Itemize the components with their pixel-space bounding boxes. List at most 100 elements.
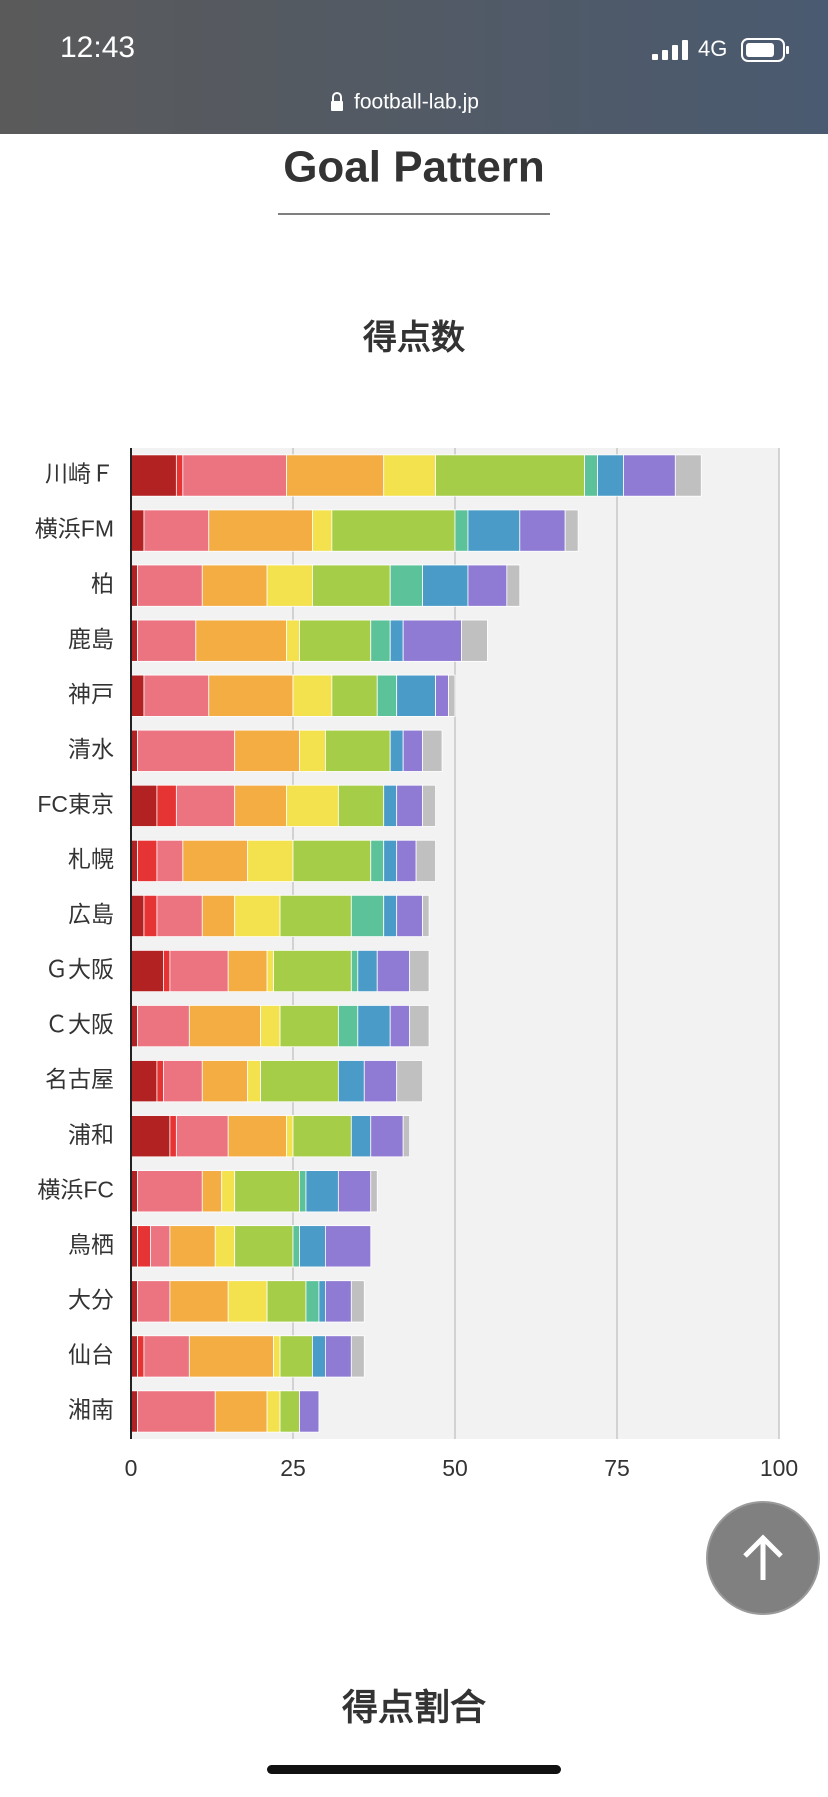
y-tick-label: 大分 [68, 1286, 114, 1312]
bar-segment [266, 564, 313, 607]
page-title: Goal Pattern [283, 143, 545, 192]
bar-segment [247, 1060, 261, 1103]
bar-segment [370, 1115, 404, 1158]
y-tick-label: 川崎Ｆ [45, 461, 114, 487]
bar-segment [383, 784, 398, 827]
y-tick-label: 鳥栖 [68, 1231, 114, 1257]
bar-segment [169, 1225, 216, 1268]
x-tick-label: 0 [125, 1455, 138, 1481]
y-tick-label: 湘南 [68, 1397, 114, 1423]
bar-segment [286, 619, 300, 662]
bar-segment [674, 454, 702, 497]
bar-segment [175, 454, 184, 497]
bar-segment [234, 894, 281, 938]
bar-segment [422, 729, 443, 772]
bar-segment [584, 454, 598, 497]
bar-segment [169, 1280, 229, 1323]
x-tick-label: 75 [604, 1455, 630, 1481]
bar-segment [292, 839, 372, 882]
bar-segment [506, 564, 521, 607]
bar-segment [318, 1280, 326, 1323]
y-tick-label: 横浜FC [37, 1176, 114, 1202]
bar-segment [175, 1115, 229, 1158]
bar-segment [286, 784, 339, 827]
bar-segment [461, 619, 488, 662]
url: football-lab.jp [354, 91, 479, 114]
y-tick-label: Ｃ大阪 [45, 1011, 114, 1037]
bar-segment [137, 1335, 145, 1378]
bar-segment [130, 949, 164, 993]
bar-segment [324, 1335, 352, 1378]
bar-segment [299, 1170, 307, 1213]
bar-segment [266, 1280, 307, 1323]
bar-segment [299, 729, 326, 772]
bar-segment [305, 1170, 339, 1213]
bar-segment [409, 949, 430, 993]
bar-segment [299, 619, 372, 662]
bar-segment [324, 1280, 352, 1323]
bar-segment [350, 949, 359, 993]
bar-segment [422, 894, 430, 938]
bar-segment [201, 564, 268, 607]
bar-segment [137, 564, 203, 607]
bar-segment [156, 894, 203, 938]
bar-segment [337, 1060, 365, 1103]
bar-segment [279, 1005, 339, 1048]
bar-segment [208, 509, 313, 552]
bar-segment [383, 894, 398, 938]
y-tick-label: 仙台 [68, 1341, 114, 1367]
bar-segment [383, 839, 398, 882]
chart-title: 得点数 [362, 319, 465, 357]
bar-segment [137, 1390, 216, 1433]
scroll-top-button[interactable] [706, 1501, 820, 1615]
bar-segment [188, 1005, 262, 1048]
bar-segment [143, 894, 158, 938]
network: 4G [698, 36, 727, 61]
bar-segment [130, 784, 158, 827]
bar-segment [208, 674, 294, 717]
bar-segment [292, 1115, 352, 1158]
bar-segment [324, 1225, 372, 1268]
bar-segment [227, 949, 268, 993]
bar-segment [201, 1060, 249, 1103]
bar-segment [214, 1390, 268, 1433]
bar-segment [324, 729, 391, 772]
bar-segment [169, 1115, 177, 1158]
bar-segment [266, 1390, 281, 1433]
bar-segment [448, 674, 456, 717]
bar-segment [156, 839, 184, 882]
bar-segment [350, 1115, 372, 1158]
bar-segment [402, 1115, 411, 1158]
bar-segment [370, 1170, 378, 1213]
bar-segment [279, 1335, 313, 1378]
home-indicator [267, 1765, 561, 1774]
bar-segment [137, 1170, 203, 1213]
bar-segment [422, 564, 469, 607]
y-tick-label: 横浜FM [35, 516, 114, 542]
bar-segment [130, 1060, 158, 1103]
y-tick-label: 清水 [68, 736, 114, 762]
bar-segment [409, 1005, 430, 1048]
bar-segment [396, 1060, 423, 1103]
bar-segment [389, 729, 404, 772]
bar-segment [299, 1225, 326, 1268]
bar-segment [299, 1390, 320, 1433]
section-title: 得点割合 [342, 1687, 486, 1728]
bar-segment [396, 894, 423, 938]
bar-segment [363, 1060, 398, 1103]
bar-segment [234, 784, 287, 827]
bar-segment [137, 1225, 151, 1268]
bar-segment [467, 564, 508, 607]
bar-segment [519, 509, 566, 552]
bar-segment [331, 509, 456, 552]
y-tick-label: 浦和 [68, 1121, 114, 1147]
bar-segment [383, 454, 436, 497]
x-tick-label: 50 [442, 1455, 468, 1481]
bar-segment [260, 1060, 339, 1103]
status-bar [0, 0, 828, 134]
bar-segment [137, 839, 158, 882]
bar-segment [389, 619, 404, 662]
bar-segment [279, 894, 352, 938]
bar-segment [415, 839, 436, 882]
